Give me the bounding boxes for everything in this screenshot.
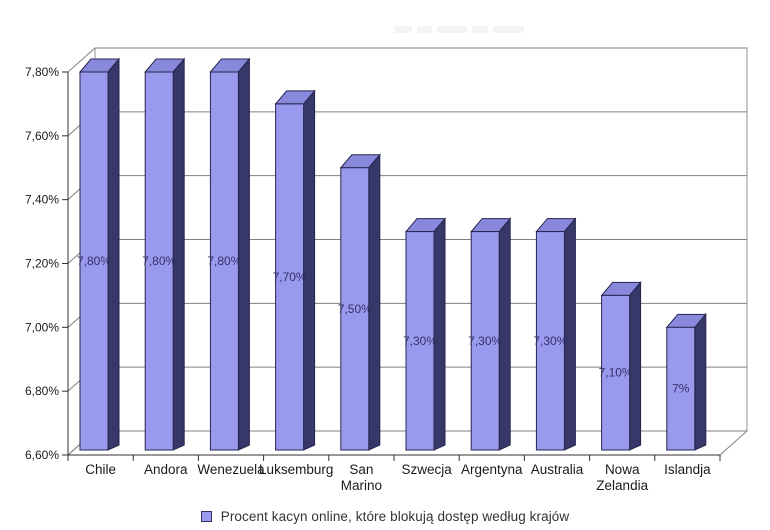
bar-chart-3d: 7,80% 7,60% 7,40% 7,20% 7,00% 6,80% 6,60% 7,80%… — [25, 47, 748, 493]
bar — [666, 326, 696, 451]
gridline-connector — [67, 47, 96, 73]
bar — [275, 103, 305, 451]
bar — [340, 167, 370, 451]
x-axis-label: Argentyna — [461, 462, 523, 477]
y-axis-label: 7,00% — [25, 320, 59, 334]
faint-title-blob — [417, 26, 432, 33]
bar-side-face — [694, 312, 707, 451]
faint-title-blob — [493, 26, 524, 33]
faint-title-blob — [437, 26, 467, 33]
x-axis-label: Islandja — [664, 462, 711, 477]
bar — [535, 231, 565, 451]
legend-marker-icon — [200, 511, 212, 522]
x-axis-label: Nowa — [605, 462, 640, 477]
x-axis-label: Andora — [144, 462, 188, 477]
y-axis-label: 7,60% — [25, 129, 59, 143]
y-axis-label: 7,20% — [25, 257, 59, 271]
y-axis-label: 6,80% — [25, 384, 59, 398]
bar — [470, 231, 500, 451]
bar-value-label: 7,50% — [338, 302, 372, 316]
bar-value-label: 7,30% — [533, 334, 567, 348]
bar — [601, 294, 631, 451]
bar — [405, 231, 435, 451]
x-axis-label: San — [349, 462, 373, 477]
x-axis-label: Zelandia — [596, 478, 648, 493]
faint-title-blob — [472, 26, 488, 33]
bar — [144, 71, 174, 451]
faint-title — [394, 26, 524, 33]
y-axis-label: 7,40% — [25, 193, 59, 207]
x-axis-label: Marino — [341, 478, 382, 493]
bar-value-label: 7,70% — [273, 270, 307, 284]
bar-value-label: 7,10% — [599, 366, 633, 380]
floor-right-edge — [719, 430, 748, 456]
x-axis-label: Chile — [85, 462, 116, 477]
bar-value-label: 7,80% — [142, 254, 176, 268]
x-axis-label: Australia — [531, 462, 584, 477]
bar — [209, 71, 239, 451]
bar-value-label: 7% — [672, 382, 690, 396]
bar-value-label: 7,30% — [403, 334, 437, 348]
x-axis-label: Szwecja — [401, 462, 452, 477]
y-axis-label: 6,60% — [25, 448, 59, 462]
bar — [79, 71, 109, 451]
x-axis-label: Wenezuela — [197, 462, 265, 477]
y-axis-label: 7,80% — [25, 65, 59, 79]
legend: Procent kacyn online, które blokują dost… — [0, 509, 770, 524]
legend-label: Procent kacyn online, które blokują dost… — [220, 509, 570, 524]
bar-value-label: 7,80% — [207, 254, 241, 268]
bar-value-label: 7,30% — [468, 334, 502, 348]
bar-value-label: 7,80% — [77, 254, 111, 268]
faint-title-blob — [394, 26, 412, 33]
x-axis-label: Luksemburg — [259, 462, 333, 477]
